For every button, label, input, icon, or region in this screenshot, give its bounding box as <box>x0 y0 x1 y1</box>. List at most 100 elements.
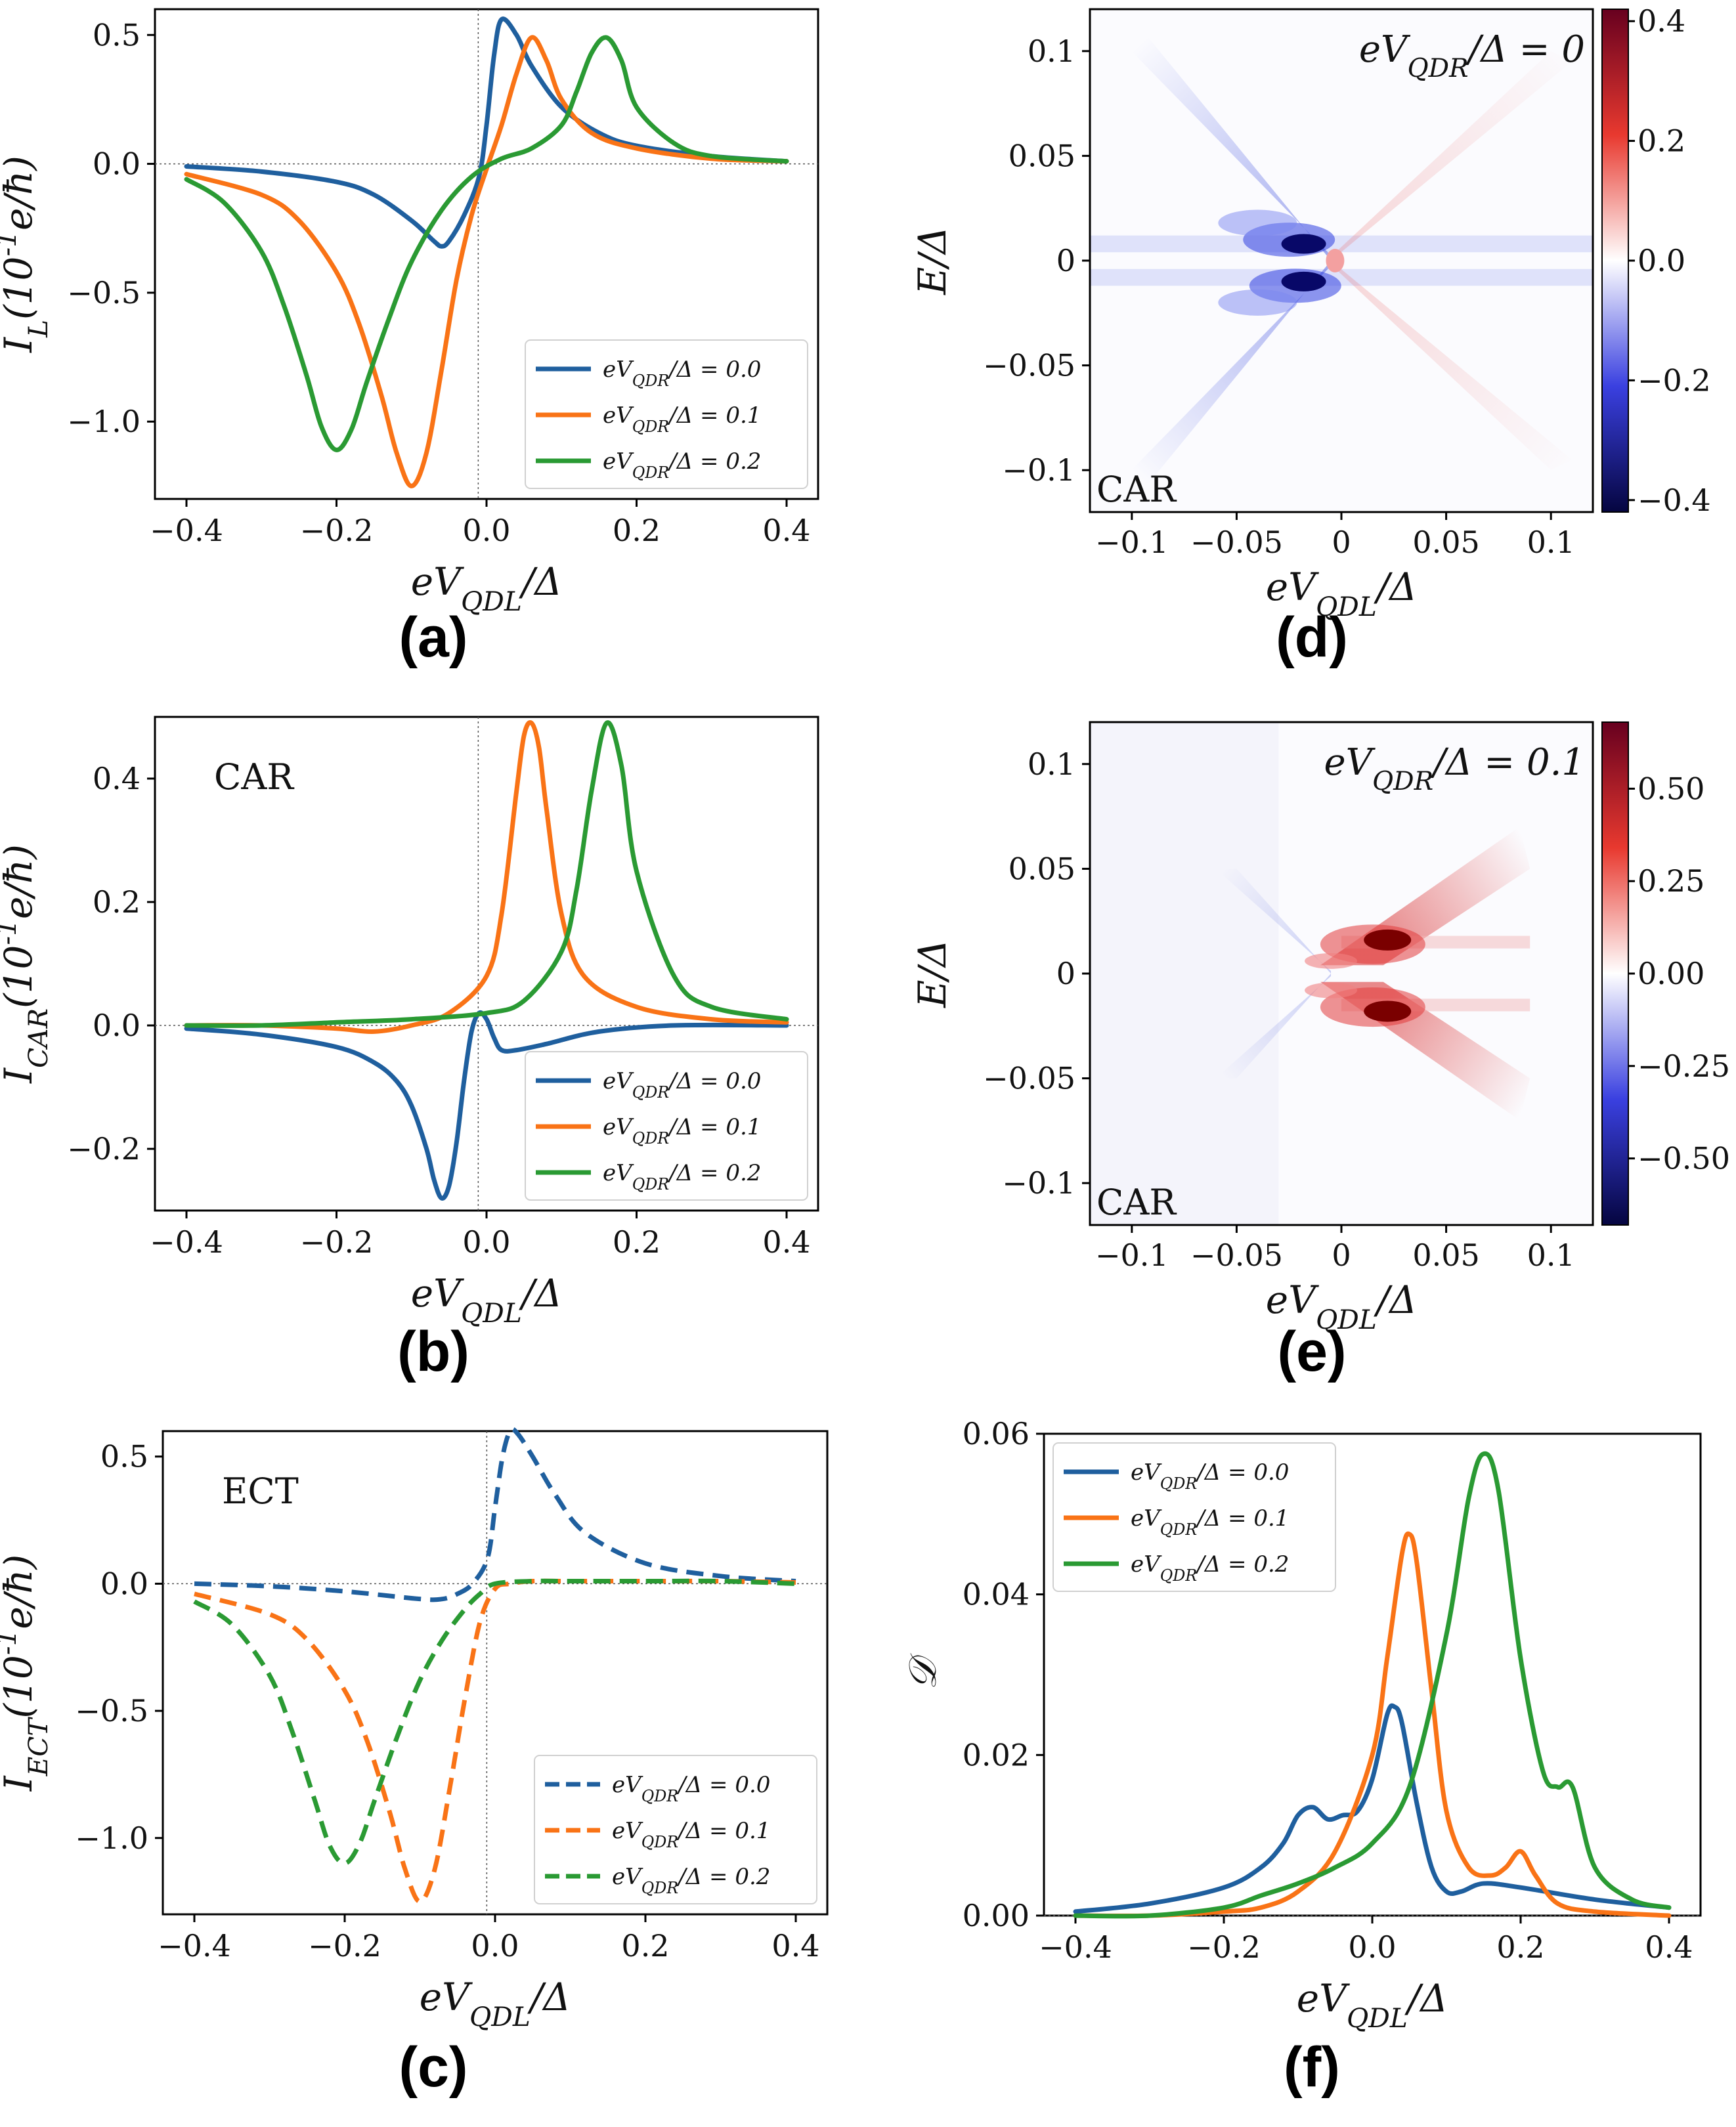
label-subscript: QDR <box>1160 1474 1198 1493</box>
series-line-blue <box>184 16 789 249</box>
x-tick-label: 0.0 <box>462 1224 510 1260</box>
label-subscript: QDR <box>632 418 670 436</box>
label-text: e/ħ) <box>0 156 41 230</box>
label-text: I <box>0 1775 41 1792</box>
label-text: (10 <box>0 257 41 320</box>
label-text: eV <box>612 1772 643 1798</box>
series-line-orange <box>1073 1531 1672 1918</box>
label-text: eV <box>603 1160 634 1186</box>
label-text: /Δ = 0 <box>1465 28 1585 71</box>
label-text: eV <box>603 1068 634 1094</box>
annotation-ect: ECT <box>222 1471 299 1512</box>
annotation-car: CAR <box>1096 1182 1177 1223</box>
series-line-blue <box>1073 1703 1672 1914</box>
x-axis-label: eVQDL/Δ <box>420 1975 571 2032</box>
label-text: eV <box>603 402 634 429</box>
y-tick-label: 0.00 <box>963 1898 1030 1933</box>
label-text: eV <box>411 559 464 604</box>
label-text: e/ħ) <box>0 844 41 919</box>
label-text: E/Δ <box>910 939 955 1008</box>
x-tick-label: −0.05 <box>1190 1237 1283 1273</box>
label-text: eV <box>1266 1278 1319 1322</box>
colorbar-tick-label: 0.00 <box>1638 956 1704 991</box>
label-subscript: QDL <box>1316 1304 1377 1335</box>
legend-label: eVQDR/Δ = 0.2 <box>603 1160 761 1193</box>
label-text: I <box>0 1067 41 1084</box>
series-line-orange <box>194 1578 796 1904</box>
label-text: eV <box>612 1818 643 1844</box>
y-tick-label: 0.4 <box>93 761 141 796</box>
label-text: (10 <box>0 1655 41 1718</box>
colorbar <box>1601 9 1629 513</box>
panel-label: (a) <box>399 606 467 669</box>
label-text: /Δ <box>519 559 562 604</box>
y-axis-label: E/Δ <box>910 226 955 295</box>
label-text: /Δ = 0.1 <box>667 402 761 429</box>
y-tick-label: 0.05 <box>1009 851 1075 886</box>
label-text: 𝒟 <box>900 1653 945 1690</box>
label-text: /Δ <box>1404 1976 1448 2021</box>
heatmap-arm <box>1331 261 1573 471</box>
colorbar-tick-label: −0.25 <box>1638 1048 1730 1084</box>
y-tick-label: 0.02 <box>963 1737 1030 1772</box>
annotation-car: CAR <box>1096 469 1177 510</box>
x-tick-label: −0.05 <box>1190 525 1283 560</box>
series-line-green <box>193 1578 796 1866</box>
inset-title: eVQDR/Δ = 0 <box>1359 28 1585 83</box>
y-tick-label: −1.0 <box>75 1820 148 1856</box>
label-subscript: QDR <box>1372 767 1433 796</box>
label-text: /Δ = 0.2 <box>667 448 761 475</box>
label-text: /Δ <box>1374 1278 1417 1322</box>
colorbar-tick-label: 0.4 <box>1638 3 1685 39</box>
label-text: /Δ <box>1374 565 1417 609</box>
label-text: /Δ = 0.1 <box>1430 741 1585 784</box>
label-text: E/Δ <box>910 226 955 295</box>
panel-label: (f) <box>1284 2036 1340 2099</box>
x-tick-label: −0.1 <box>1095 525 1169 560</box>
x-tick-label: 0.0 <box>1348 1929 1396 1965</box>
label-subscript: QDR <box>641 1833 679 1851</box>
label-text: eV <box>612 1864 643 1890</box>
label-text: eV <box>1324 741 1376 784</box>
label-text: eV <box>1131 1505 1162 1532</box>
colorbar <box>1601 721 1629 1226</box>
label-text: eV <box>603 1114 634 1140</box>
x-tick-label: −0.4 <box>1039 1929 1112 1965</box>
heatmap-core <box>1281 271 1326 291</box>
label-text: eV <box>420 1975 473 2019</box>
colorbar-tick-label: 0.50 <box>1638 771 1704 806</box>
y-axis-label: IL(10-1e/ħ) <box>0 156 54 353</box>
y-tick-label: −0.05 <box>983 348 1075 383</box>
y-tick-label: −0.2 <box>67 1131 141 1167</box>
series-line-orange <box>184 35 789 488</box>
label-subscript: QDR <box>641 1787 679 1805</box>
legend-label: eVQDR/Δ = 0.0 <box>1131 1459 1289 1493</box>
y-axis-label: ICAR(10-1e/ħ) <box>0 844 54 1084</box>
y-tick-label: 0.06 <box>963 1416 1030 1451</box>
label-text: eV <box>603 356 634 383</box>
y-tick-label: 0.04 <box>963 1577 1030 1612</box>
label-text: /Δ <box>519 1271 562 1316</box>
label-text: /Δ = 0.0 <box>1195 1459 1289 1486</box>
heatmap-blob <box>1218 209 1297 236</box>
x-tick-label: −0.2 <box>300 1224 374 1260</box>
x-tick-label: 0.05 <box>1412 525 1479 560</box>
series-line-green <box>1073 1451 1672 1919</box>
colorbar-tick-label: −0.2 <box>1638 362 1711 398</box>
x-tick-label: −0.2 <box>300 513 374 548</box>
panel-label: (c) <box>399 2036 467 2099</box>
series-line-green <box>184 720 789 1028</box>
x-tick-label: 0.4 <box>1645 1929 1693 1965</box>
legend-label: eVQDR/Δ = 0.2 <box>603 448 761 482</box>
label-text: /Δ = 0.0 <box>667 1068 761 1094</box>
y-tick-label: 0.5 <box>100 1439 148 1474</box>
x-tick-label: 0.0 <box>471 1928 519 1964</box>
x-tick-label: −0.1 <box>1095 1237 1169 1273</box>
series-line-blue <box>184 1010 789 1201</box>
y-tick-label: 0.05 <box>1009 138 1075 173</box>
label-text: /Δ = 0.0 <box>667 356 761 383</box>
